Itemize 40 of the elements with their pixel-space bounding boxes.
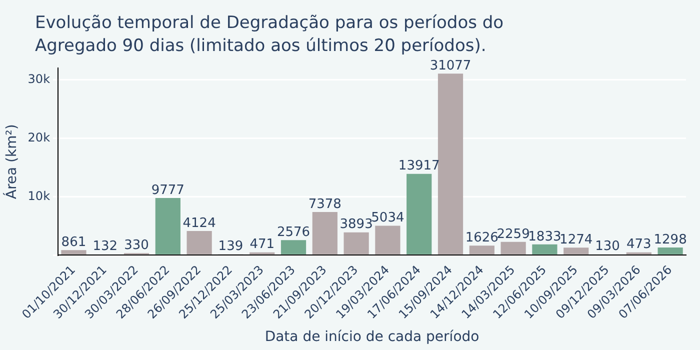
data-label: 1626 [465, 230, 498, 246]
bar [344, 232, 369, 254]
data-label: 471 [250, 237, 275, 252]
bar [500, 242, 526, 254]
chart-title: Evolução temporal de Degradação para os períodos do Agregado 90 dias (limitado aos últimos 20 períodos). [35, 12, 505, 58]
bar [312, 212, 338, 254]
data-label: 31077 [430, 58, 472, 74]
bar [564, 248, 589, 254]
data-label: 9777 [151, 182, 184, 198]
bar [155, 198, 180, 254]
data-label: 132 [92, 239, 118, 254]
bar [438, 74, 464, 254]
data-label: 5034 [371, 210, 404, 226]
x-axis-title: Data de início de cada período [264, 329, 480, 346]
data-label: 7378 [308, 196, 342, 212]
data-label: 1833 [528, 229, 562, 244]
data-label: 473 [626, 237, 652, 252]
data-label: 130 [595, 239, 620, 254]
bar [406, 174, 432, 254]
bar [280, 240, 306, 254]
bar [61, 250, 86, 254]
bar [532, 244, 558, 254]
data-label: 4124 [182, 216, 216, 231]
data-label: 139 [218, 239, 244, 254]
bar [469, 246, 494, 254]
data-label: 1298 [654, 232, 687, 248]
data-label: 1274 [560, 232, 593, 248]
bar [375, 226, 400, 254]
data-label: 13917 [398, 158, 440, 174]
data-label: 330 [124, 238, 149, 254]
data-label: 2576 [276, 224, 310, 240]
bar [186, 231, 212, 254]
y-tick-label: 30k [28, 72, 50, 86]
data-label: 861 [61, 234, 86, 250]
bar [658, 248, 683, 254]
y-tick-label: 20k [28, 130, 50, 144]
y-axis-title: Área (km²) [3, 124, 20, 200]
data-label: 3893 [340, 217, 373, 232]
y-tick-label: 10k [28, 188, 50, 203]
data-label: 2259 [496, 226, 530, 242]
